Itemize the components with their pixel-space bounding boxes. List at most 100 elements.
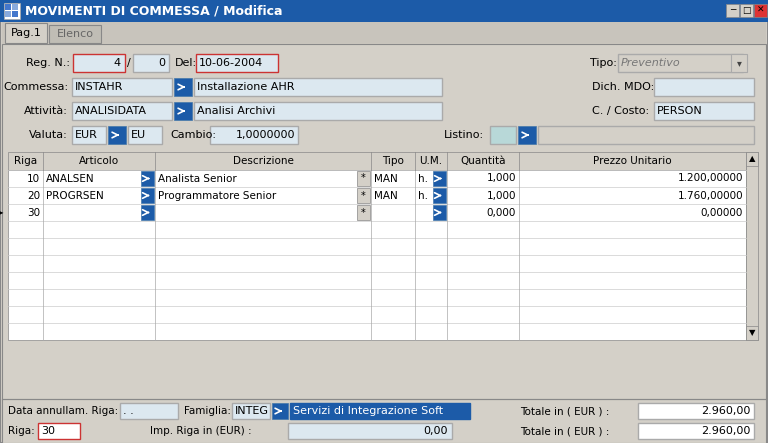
- Text: Programmatore Senior: Programmatore Senior: [158, 190, 276, 201]
- Text: MOVIMENTI DI COMMESSA / Modifica: MOVIMENTI DI COMMESSA / Modifica: [25, 4, 283, 18]
- Bar: [618, 54, 743, 72]
- Text: Reg. N.:: Reg. N.:: [26, 58, 70, 68]
- Text: EU: EU: [131, 130, 146, 140]
- Bar: [2, 399, 766, 443]
- Text: 0: 0: [158, 58, 165, 68]
- Bar: [141, 188, 154, 203]
- Bar: [746, 326, 758, 340]
- Text: ANALSEN: ANALSEN: [46, 174, 94, 183]
- Text: Pag.1: Pag.1: [11, 28, 41, 38]
- Text: 30: 30: [27, 207, 40, 218]
- Text: Elenco: Elenco: [57, 29, 94, 39]
- Bar: [2, 22, 766, 44]
- Bar: [490, 126, 516, 144]
- Text: ▾: ▾: [737, 58, 741, 68]
- Text: *: *: [361, 207, 366, 218]
- Text: ─: ─: [730, 6, 735, 15]
- Bar: [194, 78, 442, 96]
- Bar: [433, 205, 446, 220]
- Bar: [12, 11, 18, 17]
- Text: 2.960,00: 2.960,00: [700, 406, 750, 416]
- Text: ▼: ▼: [749, 329, 755, 338]
- Text: /: /: [127, 58, 131, 68]
- Bar: [4, 3, 20, 19]
- Bar: [232, 403, 270, 419]
- Text: Installazione AHR: Installazione AHR: [197, 82, 294, 92]
- Text: 20: 20: [27, 190, 40, 201]
- Text: Attività:: Attività:: [24, 106, 68, 116]
- Bar: [108, 126, 126, 144]
- Bar: [433, 188, 446, 203]
- Text: 1,000: 1,000: [486, 174, 516, 183]
- Text: 10: 10: [27, 174, 40, 183]
- Text: Preventivo: Preventivo: [621, 58, 680, 68]
- Bar: [726, 4, 739, 17]
- Text: Riga:: Riga:: [8, 426, 35, 436]
- Bar: [141, 171, 154, 186]
- Bar: [288, 423, 452, 439]
- Text: *: *: [361, 190, 366, 201]
- Text: EUR: EUR: [75, 130, 98, 140]
- Text: C. / Costo:: C. / Costo:: [592, 106, 649, 116]
- Text: Analista Senior: Analista Senior: [158, 174, 237, 183]
- Text: Listino:: Listino:: [444, 130, 484, 140]
- Bar: [12, 4, 18, 10]
- Bar: [133, 54, 169, 72]
- Bar: [174, 78, 192, 96]
- Text: PERSON: PERSON: [657, 106, 703, 116]
- Text: Famiglia:: Famiglia:: [184, 406, 231, 416]
- Text: Valuta:: Valuta:: [29, 130, 68, 140]
- Bar: [357, 188, 370, 203]
- Text: □: □: [742, 6, 751, 15]
- Text: MAN: MAN: [374, 174, 398, 183]
- Text: Cambio:: Cambio:: [170, 130, 216, 140]
- Bar: [5, 11, 11, 17]
- Bar: [740, 4, 753, 17]
- Text: 4: 4: [114, 58, 121, 68]
- Bar: [5, 4, 11, 10]
- Bar: [128, 126, 162, 144]
- Text: ✕: ✕: [756, 6, 764, 15]
- Bar: [8, 152, 746, 170]
- Bar: [290, 403, 470, 419]
- Text: h.: h.: [418, 174, 428, 183]
- Bar: [538, 126, 754, 144]
- Bar: [49, 25, 101, 43]
- Bar: [272, 403, 288, 419]
- Text: Dich. MDO:: Dich. MDO:: [592, 82, 654, 92]
- Bar: [731, 54, 747, 72]
- Text: 30: 30: [41, 426, 55, 436]
- Bar: [746, 152, 758, 340]
- Text: Tipo:: Tipo:: [590, 58, 617, 68]
- Bar: [518, 126, 536, 144]
- Bar: [754, 4, 767, 17]
- Bar: [120, 403, 178, 419]
- Bar: [141, 205, 154, 220]
- Text: 2.960,00: 2.960,00: [700, 426, 750, 436]
- Text: ANALISIDATA: ANALISIDATA: [75, 106, 147, 116]
- Bar: [196, 54, 278, 72]
- Text: Quantità: Quantità: [460, 156, 506, 166]
- Bar: [638, 403, 754, 419]
- Text: Riga: Riga: [14, 156, 37, 166]
- Text: 10-06-2004: 10-06-2004: [199, 58, 263, 68]
- Bar: [357, 205, 370, 220]
- Bar: [654, 102, 754, 120]
- Text: Descrizione: Descrizione: [233, 156, 293, 166]
- Bar: [357, 171, 370, 186]
- Bar: [433, 171, 446, 186]
- Text: h.: h.: [418, 190, 428, 201]
- Text: ▶: ▶: [0, 208, 3, 217]
- Bar: [746, 152, 758, 166]
- Bar: [174, 102, 192, 120]
- Bar: [194, 102, 442, 120]
- Text: Commessa:: Commessa:: [3, 82, 68, 92]
- Bar: [8, 170, 746, 340]
- Bar: [638, 423, 754, 439]
- Bar: [72, 126, 106, 144]
- Text: 0,00000: 0,00000: [700, 207, 743, 218]
- Bar: [654, 78, 754, 96]
- Text: U.M.: U.M.: [419, 156, 442, 166]
- Bar: [72, 78, 172, 96]
- Text: Prezzo Unitario: Prezzo Unitario: [593, 156, 672, 166]
